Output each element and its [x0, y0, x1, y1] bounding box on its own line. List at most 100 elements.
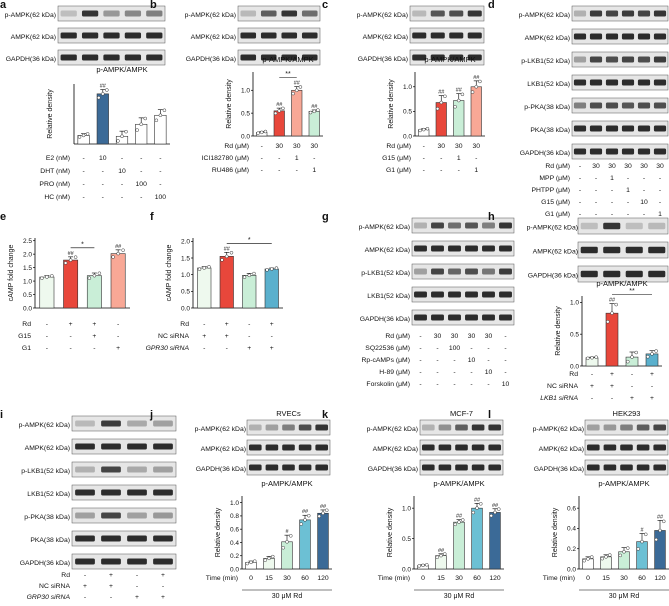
data-point	[303, 518, 307, 522]
condition-value: -	[102, 168, 104, 175]
blot-strip	[237, 27, 321, 44]
data-point	[316, 108, 320, 112]
condition-value: -	[611, 187, 613, 194]
condition-value: -	[419, 333, 421, 340]
condition-value: -	[579, 199, 581, 206]
blot-band	[605, 33, 619, 40]
data-point	[68, 258, 73, 262]
blot-band	[488, 424, 502, 431]
chart-title: p-AMPK/AMPK	[424, 55, 475, 64]
data-point	[207, 265, 211, 269]
condition-label: G15 (μM)	[541, 199, 570, 206]
blot-band	[146, 54, 163, 61]
blot-band	[103, 10, 120, 17]
blot-label: GAPDH(36 kDa)	[368, 466, 418, 473]
data-point	[312, 109, 316, 114]
condition-value: 30	[437, 143, 445, 150]
condition-value: 0	[421, 575, 425, 582]
blot-band	[127, 420, 147, 427]
condition-value: -	[117, 333, 119, 340]
blot-band	[465, 222, 478, 229]
y-tick-label: 0.5	[23, 292, 32, 299]
bar	[197, 267, 212, 309]
data-point	[249, 560, 253, 565]
blot-label: AMPK(62 kDa)	[191, 34, 236, 41]
data-point	[135, 128, 139, 132]
condition-value: -	[69, 333, 71, 340]
condition-value: 30	[485, 333, 493, 340]
panel-j: j RVECs p-AMPK(62 kDa) AMPK(62 kDa) GAPDH(36…	[149, 409, 332, 600]
y-tick-label: 0.0	[567, 566, 576, 573]
condition-value: -	[248, 333, 250, 340]
data-point	[40, 276, 44, 280]
data-point	[493, 510, 497, 515]
blot-label: LKB1(52 kDa)	[527, 81, 570, 88]
blot-strip	[71, 461, 177, 478]
blot-band	[282, 464, 295, 471]
blot-band	[75, 512, 95, 519]
data-point	[644, 532, 648, 537]
blot-band	[248, 444, 262, 451]
blot-band	[482, 291, 495, 298]
condition-value: -	[470, 345, 472, 352]
blot-band	[282, 444, 295, 451]
condition-value: -	[475, 155, 477, 162]
bar	[39, 276, 55, 309]
data-point	[640, 539, 644, 544]
y-axis-label: cAMP fold change	[166, 245, 173, 302]
blot-strip	[237, 49, 321, 66]
blot-strip	[409, 27, 485, 44]
y-tick-label: 2.5	[23, 238, 32, 245]
bar	[264, 268, 279, 309]
condition-value: -	[203, 345, 205, 352]
condition-label: PRO (nM)	[39, 181, 70, 188]
condition-value: -	[579, 175, 581, 182]
blot-band	[455, 464, 468, 471]
y-tick-label: 0.5	[181, 289, 190, 296]
y-tick-label: 1.0	[230, 500, 239, 507]
data-point	[470, 90, 475, 94]
blot-band	[637, 102, 651, 109]
condition-value: 10	[640, 199, 648, 206]
blot-band	[621, 148, 635, 155]
blot-band	[625, 246, 643, 254]
data-point	[63, 261, 68, 265]
blot-band	[75, 443, 95, 450]
condition-value: +	[109, 572, 113, 579]
blot-strip	[571, 51, 669, 68]
condition-value: -	[110, 594, 112, 601]
blot-band	[573, 148, 587, 155]
blot-strip	[571, 120, 669, 137]
treatment-label: 30 μM Rd	[609, 593, 640, 600]
condition-value: -	[248, 321, 250, 328]
condition-label: ICI182780 (μM)	[202, 155, 249, 162]
data-point	[604, 555, 608, 559]
y-tick-label: 0.0	[241, 133, 250, 140]
blot-label: AMPK(62 kDa)	[201, 446, 246, 453]
data-point	[97, 95, 101, 100]
blot-band	[248, 464, 262, 471]
condition-label: NC siRNA	[39, 583, 70, 590]
comparison-label: *	[248, 237, 251, 244]
condition-value: 30	[293, 143, 301, 150]
y-tick-label: 0.5	[570, 331, 579, 338]
condition-label: Time (min)	[378, 575, 410, 582]
y-tick-label: 0.0	[570, 363, 579, 370]
condition-value: -	[504, 333, 506, 340]
condition-value: -	[121, 155, 123, 162]
blot-label: p-LKB1(52 kDa)	[21, 468, 70, 475]
condition-value: -	[121, 194, 123, 201]
condition-value: -	[136, 583, 138, 590]
data-point	[443, 94, 447, 99]
data-point	[590, 555, 594, 559]
blot-label: p-AMPK(62 kDa)	[527, 225, 578, 232]
significance-mark: ##	[68, 251, 75, 257]
condition-value: -	[140, 168, 142, 175]
y-tick-label: 2.0	[23, 251, 32, 258]
condition-value: +	[270, 321, 274, 328]
bar	[135, 123, 148, 145]
condition-value: -	[504, 345, 506, 352]
data-point	[73, 255, 78, 259]
condition-value: +	[225, 321, 229, 328]
blot-band	[127, 535, 147, 542]
